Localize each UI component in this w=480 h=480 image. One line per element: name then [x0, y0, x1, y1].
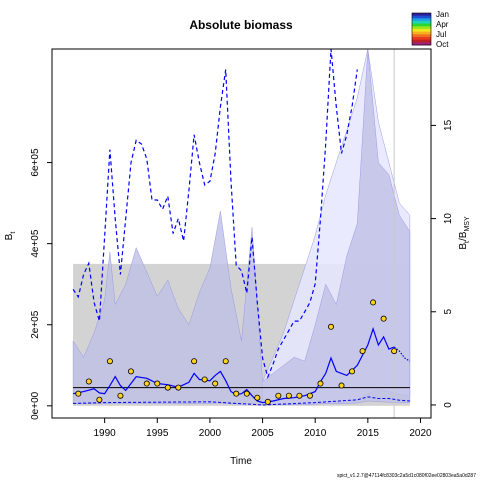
legend-color-swatch [412, 39, 431, 43]
legend-color-swatch [412, 31, 431, 35]
index-point [222, 358, 229, 365]
y-axis-title-main: B [4, 233, 15, 240]
y-axis-right: 0 5 10 15 [431, 119, 454, 408]
x-tick-label: 2020 [409, 428, 432, 439]
index-point [75, 390, 82, 397]
index-point [275, 392, 282, 399]
index-point [338, 382, 345, 389]
index-point [191, 358, 198, 365]
x-axis: 1990 1995 2000 2005 2010 2015 2020 [94, 417, 432, 439]
y-tick-label: 0e+00 [30, 391, 41, 420]
y-tick-label: 6e+05 [30, 148, 41, 177]
index-point [96, 396, 103, 403]
y-axis-right-title-main: B [458, 243, 469, 250]
index-point [380, 315, 387, 322]
index-point [317, 380, 324, 387]
index-point [370, 299, 377, 306]
index-point [143, 380, 150, 387]
x-axis-title: Time [230, 456, 252, 467]
y-right-tick-label: 15 [443, 119, 454, 131]
index-point [296, 392, 303, 399]
plot-area [72, 49, 411, 418]
x-tick-label: 1995 [146, 428, 169, 439]
x-tick-label: 2015 [357, 428, 380, 439]
x-tick-label: 2010 [304, 428, 327, 439]
legend-color-swatch [412, 21, 431, 25]
index-point [106, 358, 113, 365]
y-axis-left: 0e+00 2e+05 4e+05 6e+05 [30, 148, 52, 420]
index-point [349, 368, 356, 375]
y-axis-title-subscript: t [10, 232, 17, 234]
y-axis-right-title: Bt/BMSY [458, 216, 471, 250]
y-axis-right-title-denominator: /B [458, 231, 469, 241]
index-point [201, 376, 208, 383]
legend-color-swatch [412, 26, 431, 30]
index-point [254, 394, 261, 401]
index-point [117, 392, 124, 399]
index-point [85, 378, 92, 385]
y-axis-right-title-subscript: t [464, 241, 471, 243]
y-right-tick-label: 0 [443, 402, 454, 408]
chart-title: Absolute biomass [189, 18, 293, 32]
y-tick-label: 2e+05 [30, 310, 41, 339]
legend-color-swatch [412, 15, 431, 19]
index-point [164, 384, 171, 391]
index-point [391, 348, 398, 355]
legend-label: Jan [436, 10, 449, 19]
bbmsy-dashed-line [72, 49, 358, 379]
index-point [127, 368, 134, 375]
legend-frame [411, 12, 432, 46]
legend-color-swatch [412, 37, 431, 41]
index-point [327, 323, 334, 330]
y-right-tick-label: 5 [443, 309, 454, 315]
biomass-confidence-band [72, 49, 411, 406]
x-tick-label: 1990 [94, 428, 117, 439]
index-point [175, 384, 182, 391]
legend-color-swatch [412, 23, 431, 27]
legend-color-swatch [412, 13, 431, 17]
x-tick-label: 2005 [251, 428, 274, 439]
legend-color-swatch [412, 42, 431, 46]
legend-label: Jul [436, 30, 446, 39]
index-point [154, 380, 161, 387]
index-point [212, 380, 219, 387]
y-right-tick-label: 10 [443, 213, 454, 225]
biomass-forecast-line [393, 346, 411, 362]
index-point [264, 398, 271, 405]
y-axis-right-title-denominator-subscript: MSY [464, 216, 471, 232]
legend-color-swatch [412, 29, 431, 33]
x-tick-label: 2000 [199, 428, 222, 439]
index-point [306, 392, 313, 399]
index-point [285, 392, 292, 399]
fmsy-line [73, 396, 410, 406]
legend-color-swatch [412, 34, 431, 38]
index-point [359, 348, 366, 355]
legend-label: Oct [436, 40, 449, 49]
y-tick-label: 4e+05 [30, 229, 41, 258]
legend-color-swatch [412, 18, 431, 22]
version-footer: spict_v1.2.7@47114fc8303c2a5d1c080f02ee0… [337, 473, 476, 479]
index-point [233, 390, 240, 397]
index-point [243, 390, 250, 397]
legend-label: Apr [436, 20, 449, 29]
y-axis-title: Bt [4, 232, 17, 241]
